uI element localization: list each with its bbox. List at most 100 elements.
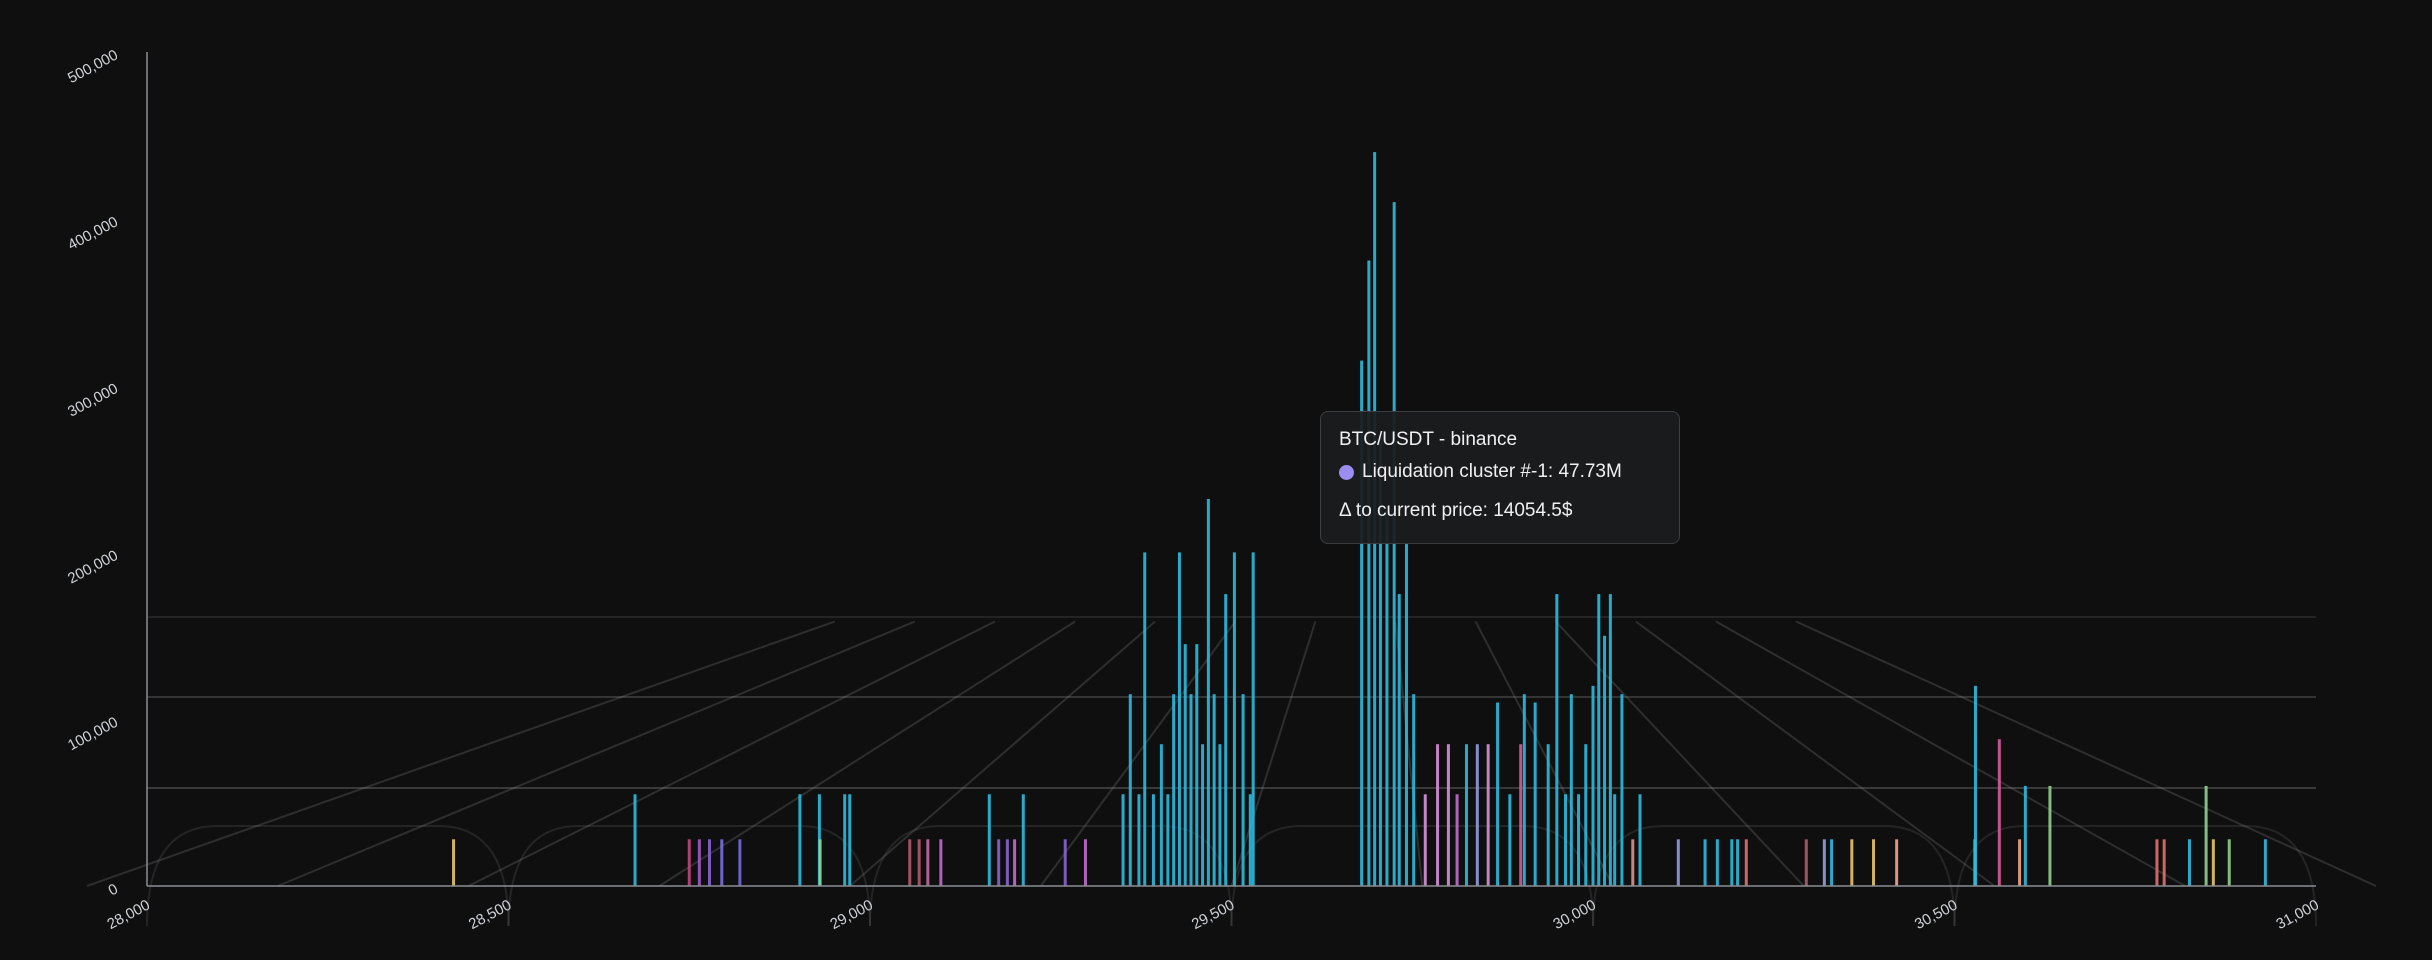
liquidation-bar[interactable] xyxy=(1392,202,1396,886)
liquidation-bar[interactable] xyxy=(798,794,802,886)
liquidation-bar[interactable] xyxy=(2211,839,2215,886)
liquidation-bar[interactable] xyxy=(1224,594,1228,886)
liquidation-bar[interactable] xyxy=(720,839,724,886)
liquidation-bar[interactable] xyxy=(1475,744,1479,886)
liquidation-bar[interactable] xyxy=(1564,794,1568,886)
liquidation-bar[interactable] xyxy=(1360,360,1364,887)
liquidation-bar[interactable] xyxy=(633,794,637,886)
liquidation-bar[interactable] xyxy=(818,839,822,886)
liquidation-bar[interactable] xyxy=(1703,839,1707,886)
liquidation-bar[interactable] xyxy=(1519,744,1523,886)
liquidation-bar[interactable] xyxy=(1367,260,1371,887)
liquidation-bar[interactable] xyxy=(1121,794,1125,886)
liquidation-bar[interactable] xyxy=(2155,839,2159,886)
liquidation-bar[interactable] xyxy=(687,839,691,886)
liquidation-bar[interactable] xyxy=(1715,839,1719,886)
liquidation-bar[interactable] xyxy=(1555,594,1559,886)
liquidation-bar[interactable] xyxy=(1508,794,1512,886)
liquidation-bar[interactable] xyxy=(2018,839,2022,886)
liquidation-bar[interactable] xyxy=(1436,744,1440,886)
liquidation-bar[interactable] xyxy=(1423,794,1427,886)
liquidation-bar[interactable] xyxy=(1603,635,1607,886)
liquidation-bar[interactable] xyxy=(1385,510,1389,886)
liquidation-bar[interactable] xyxy=(1736,839,1740,886)
liquidation-bar[interactable] xyxy=(452,839,456,886)
liquidation-bar[interactable] xyxy=(997,839,1001,886)
liquidation-bar[interactable] xyxy=(1546,744,1550,886)
liquidation-bar[interactable] xyxy=(1591,685,1595,886)
liquidation-bar[interactable] xyxy=(1241,694,1245,886)
liquidation-bar[interactable] xyxy=(1248,794,1252,886)
liquidation-bar[interactable] xyxy=(1206,499,1210,886)
liquidation-bar[interactable] xyxy=(987,794,991,886)
liquidation-bar[interactable] xyxy=(1201,744,1205,886)
liquidation-bar[interactable] xyxy=(707,839,711,886)
liquidation-bar[interactable] xyxy=(1620,694,1624,886)
liquidation-bar[interactable] xyxy=(2263,839,2267,886)
liquidation-bar[interactable] xyxy=(2227,839,2231,886)
liquidation-bar[interactable] xyxy=(1486,744,1490,886)
liquidation-bar[interactable] xyxy=(1608,594,1612,886)
liquidation-bar[interactable] xyxy=(2162,839,2166,886)
liquidation-bar[interactable] xyxy=(1496,702,1500,886)
liquidation-bar[interactable] xyxy=(1744,839,1748,886)
liquidation-bar[interactable] xyxy=(2187,839,2191,886)
liquidation-bar[interactable] xyxy=(1464,744,1468,886)
liquidation-bar[interactable] xyxy=(1822,839,1826,886)
liquidation-bar[interactable] xyxy=(1830,839,1834,886)
liquidation-bar[interactable] xyxy=(1063,839,1067,886)
liquidation-bar[interactable] xyxy=(1005,839,1009,886)
liquidation-bar[interactable] xyxy=(1212,694,1216,886)
liquidation-bar[interactable] xyxy=(908,839,912,886)
liquidation-bar[interactable] xyxy=(917,839,921,886)
liquidation-bar[interactable] xyxy=(926,839,930,886)
liquidation-bar[interactable] xyxy=(2023,785,2027,886)
liquidation-bar[interactable] xyxy=(1872,839,1876,886)
liquidation-bar[interactable] xyxy=(848,794,852,886)
liquidation-bar[interactable] xyxy=(1850,839,1854,886)
liquidation-bar[interactable] xyxy=(1804,839,1808,886)
liquidation-bar[interactable] xyxy=(1251,552,1255,886)
liquidation-bar[interactable] xyxy=(1631,839,1635,886)
liquidation-bar[interactable] xyxy=(939,839,943,886)
liquidation-bar[interactable] xyxy=(1083,839,1087,886)
liquidation-bar[interactable] xyxy=(1455,794,1459,886)
liquidation-bar[interactable] xyxy=(1584,744,1588,886)
liquidation-bar[interactable] xyxy=(1997,739,2001,886)
liquidation-bar[interactable] xyxy=(1189,694,1193,886)
liquidation-bar[interactable] xyxy=(1177,552,1181,886)
liquidation-bar[interactable] xyxy=(2204,785,2208,886)
liquidation-bar[interactable] xyxy=(1128,694,1132,886)
liquidation-bar[interactable] xyxy=(1137,794,1141,886)
liquidation-bar[interactable] xyxy=(1397,594,1401,886)
liquidation-bar[interactable] xyxy=(1676,839,1680,886)
liquidation-bar[interactable] xyxy=(697,839,701,886)
liquidation-bar[interactable] xyxy=(2048,785,2052,886)
liquidation-bar[interactable] xyxy=(1597,594,1601,886)
liquidation-bar[interactable] xyxy=(1404,544,1408,886)
liquidation-bar[interactable] xyxy=(1412,694,1416,886)
liquidation-bar[interactable] xyxy=(1183,644,1187,886)
liquidation-bar[interactable] xyxy=(1143,552,1147,886)
liquidation-bar[interactable] xyxy=(1569,694,1573,886)
liquidation-bar[interactable] xyxy=(1638,794,1642,886)
liquidation-bar[interactable] xyxy=(1232,552,1236,886)
liquidation-bar[interactable] xyxy=(843,794,847,886)
liquidation-bar[interactable] xyxy=(1013,839,1017,886)
liquidation-bar[interactable] xyxy=(1166,794,1170,886)
liquidation-bar[interactable] xyxy=(1172,694,1176,886)
liquidation-bar[interactable] xyxy=(1613,794,1617,886)
liquidation-bar[interactable] xyxy=(1378,435,1382,886)
liquidation-bar[interactable] xyxy=(1522,694,1526,886)
liquidation-bar[interactable] xyxy=(1973,685,1977,886)
liquidation-bar[interactable] xyxy=(1730,839,1734,886)
liquidation-bar[interactable] xyxy=(738,839,742,886)
liquidation-bar[interactable] xyxy=(1195,644,1199,886)
liquidation-bar[interactable] xyxy=(1159,744,1163,886)
liquidation-bar[interactable] xyxy=(1446,744,1450,886)
liquidation-bar[interactable] xyxy=(1151,794,1155,886)
liquidation-bar[interactable] xyxy=(1577,794,1581,886)
liquidation-bar[interactable] xyxy=(1895,839,1899,886)
liquidation-bar[interactable] xyxy=(1533,702,1537,886)
liquidation-bar[interactable] xyxy=(1021,794,1025,886)
